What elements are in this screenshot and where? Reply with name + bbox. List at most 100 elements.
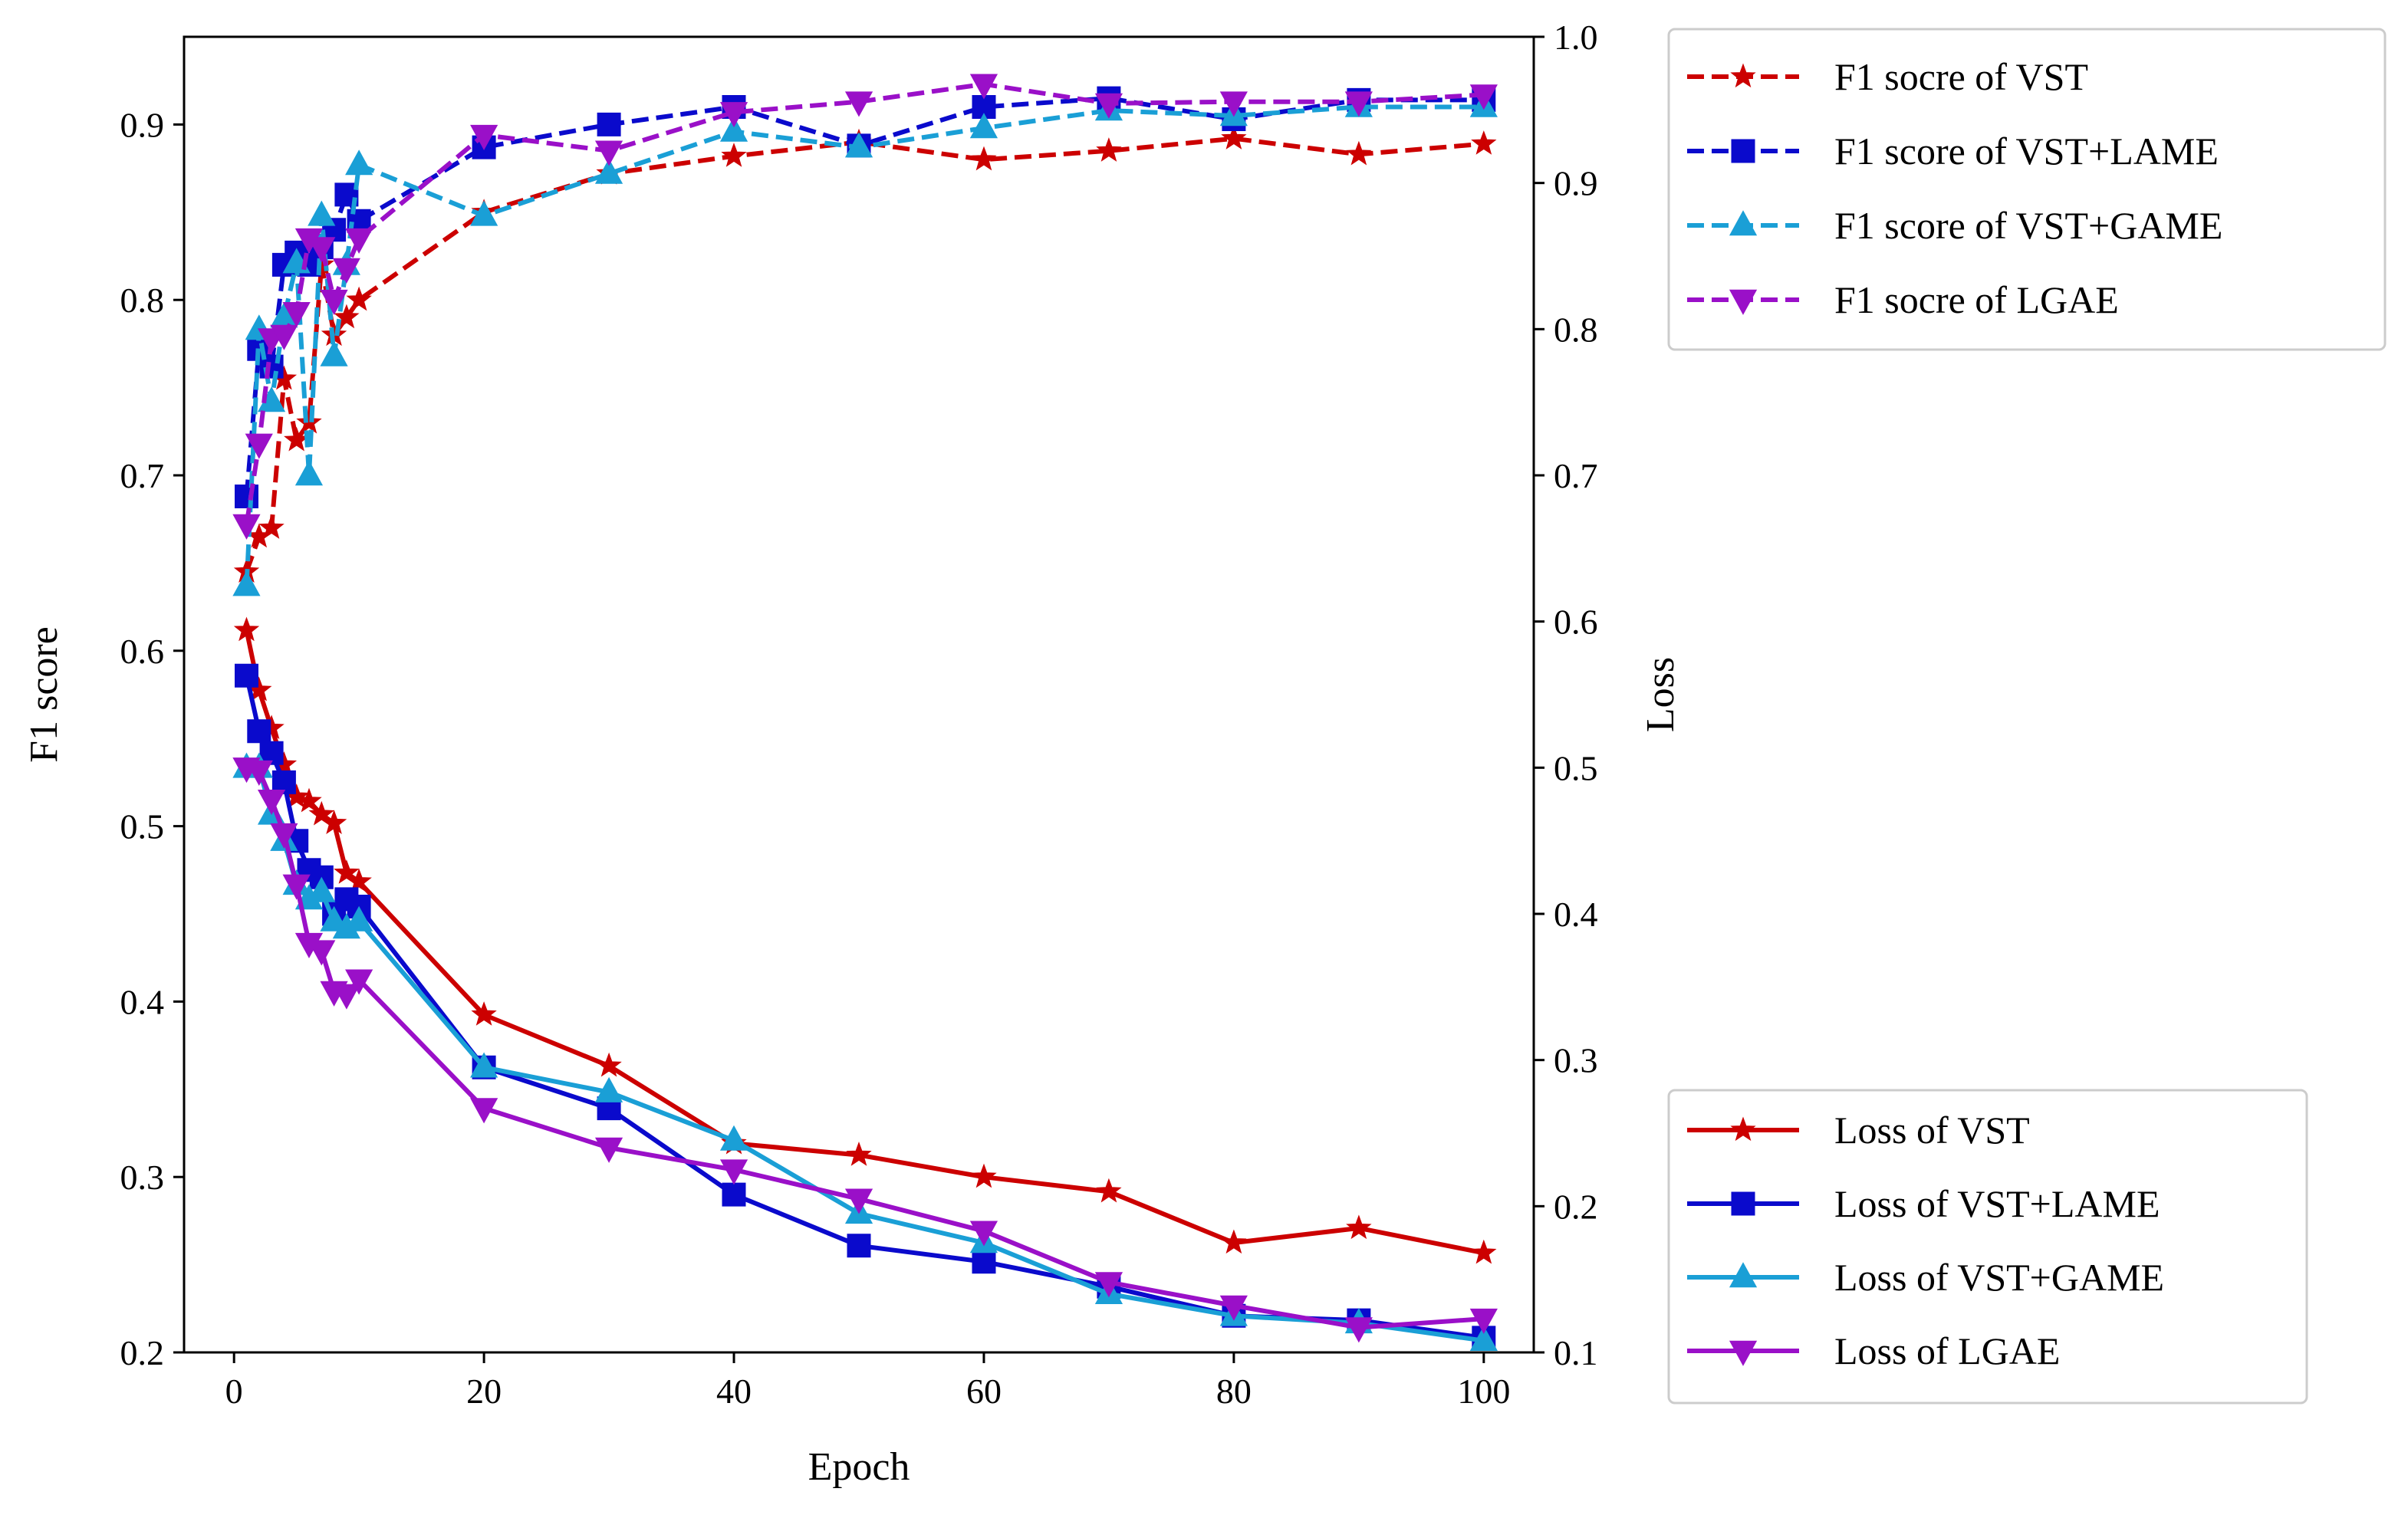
data-point <box>1221 1229 1247 1254</box>
legend-item-loss-of-vst-lame: Loss of VST+LAME <box>1687 1182 2160 1225</box>
legend-marker <box>1729 210 1758 236</box>
data-point <box>308 200 336 226</box>
legend-label: Loss of VST+LAME <box>1834 1182 2160 1225</box>
legend-f1-box <box>1667 28 2387 351</box>
data-point <box>1344 1317 1373 1343</box>
data-point <box>332 984 360 1010</box>
legend-label: Loss of LGAE <box>1834 1329 2060 1372</box>
data-point <box>1471 1239 1497 1264</box>
x-axis-ticks: 0 20 40 60 80 100 <box>225 1352 1510 1411</box>
data-point <box>594 1076 623 1102</box>
data-point <box>1469 84 1498 110</box>
legend-item-f1-score-of-vst-game: F1 score of VST+GAME <box>1687 204 2222 247</box>
legend-marker <box>1729 1340 1758 1366</box>
y-left-tick-label: 0.9 <box>120 105 165 144</box>
data-point <box>247 719 271 744</box>
data-point <box>235 485 258 508</box>
data-point <box>972 95 996 119</box>
data-point <box>345 228 373 254</box>
legend-marker <box>1729 289 1758 315</box>
data-point <box>345 150 373 176</box>
data-point <box>245 760 273 786</box>
data-point <box>1219 91 1248 117</box>
y-axis-right-title: Loss <box>1639 657 1683 732</box>
y-left-tick-label: 0.2 <box>120 1333 165 1372</box>
legend-item-f1-socre-of-lgae: F1 socre of LGAE <box>1687 278 2119 321</box>
y-axis-left-title: F1 score <box>22 626 66 763</box>
data-point <box>346 868 372 893</box>
x-axis-title: Epoch <box>808 1445 910 1489</box>
legend-marker <box>1731 1191 1755 1216</box>
data-point <box>1094 93 1123 119</box>
data-point <box>1471 130 1497 155</box>
data-point <box>334 859 360 884</box>
legend-item-loss-of-vst-game: Loss of VST+GAME <box>1687 1256 2164 1299</box>
plot-frame <box>183 35 1535 1354</box>
data-point <box>722 1182 746 1207</box>
legend-label: Loss of VST <box>1834 1109 2030 1152</box>
y-axis-right-ticks: 0.1 0.2 0.3 0.4 0.5 0.6 0.7 0.8 0.9 1.0 <box>1534 18 1598 1372</box>
y-right-tick-label: 0.8 <box>1554 310 1598 349</box>
data-point <box>1221 125 1247 150</box>
legend-item-loss-of-lgae: Loss of LGAE <box>1687 1329 2060 1372</box>
data-point <box>308 876 336 902</box>
legend-marker <box>1730 1116 1756 1142</box>
data-point <box>334 304 360 329</box>
data-point <box>245 433 273 459</box>
data-point <box>308 800 334 826</box>
data-point <box>470 1098 498 1124</box>
y-right-tick-label: 0.5 <box>1554 748 1598 787</box>
data-point <box>719 102 748 128</box>
y-left-tick-label: 0.3 <box>120 1158 165 1197</box>
data-point <box>308 237 336 263</box>
y-left-tick-label: 0.6 <box>120 632 165 671</box>
data-point <box>594 140 623 166</box>
data-point <box>594 158 623 184</box>
data-point <box>258 514 285 539</box>
legend-marker <box>1731 139 1755 163</box>
legend-item-loss-of-vst: Loss of VST <box>1687 1109 2030 1152</box>
data-point <box>345 905 373 932</box>
legend-item-f1-socre-of-vst: F1 socre of VST <box>1687 55 2088 98</box>
data-point <box>270 823 298 849</box>
data-point <box>969 74 998 100</box>
data-point <box>294 460 324 486</box>
data-point <box>1346 140 1372 166</box>
data-point <box>332 258 360 284</box>
data-point <box>721 143 747 167</box>
data-point <box>282 874 311 900</box>
data-point <box>971 146 997 171</box>
data-point <box>232 514 261 540</box>
legend-label: F1 socre of VST <box>1834 55 2088 98</box>
data-point <box>844 91 873 117</box>
series-f1-socre-of-lgae <box>232 74 1498 540</box>
legend-label: Loss of VST+GAME <box>1834 1256 2164 1299</box>
y-right-tick-label: 0.9 <box>1554 164 1598 203</box>
data-point <box>232 570 261 596</box>
data-point <box>345 969 373 995</box>
x-tick-label: 20 <box>466 1372 502 1411</box>
data-point <box>1344 91 1373 117</box>
legend-label: F1 score of VST+LAME <box>1834 130 2219 172</box>
data-point <box>271 770 296 794</box>
data-point <box>346 286 372 311</box>
legend-loss: Loss of VST Loss of VST+LAME Loss of VST+G… <box>1667 1089 2308 1405</box>
data-point <box>235 663 258 688</box>
data-point <box>321 810 347 834</box>
data-point <box>719 116 748 142</box>
data-point <box>719 1125 748 1151</box>
y-right-tick-label: 1.0 <box>1554 18 1598 57</box>
data-point <box>470 124 498 150</box>
legend-f1: F1 socre of VST F1 score of VST+LAME F1 sc… <box>1667 28 2387 351</box>
y-left-tick-label: 0.8 <box>120 281 165 320</box>
y-left-tick-label: 0.4 <box>120 982 165 1021</box>
data-point <box>594 1137 623 1163</box>
data-point <box>844 1188 873 1214</box>
legend-item-f1-score-of-vst-lame: F1 score of VST+LAME <box>1687 130 2219 172</box>
x-tick-label: 80 <box>1216 1372 1252 1411</box>
data-point <box>1219 1295 1248 1321</box>
data-point <box>308 940 336 966</box>
data-point <box>847 1234 871 1258</box>
data-point <box>1096 137 1122 162</box>
